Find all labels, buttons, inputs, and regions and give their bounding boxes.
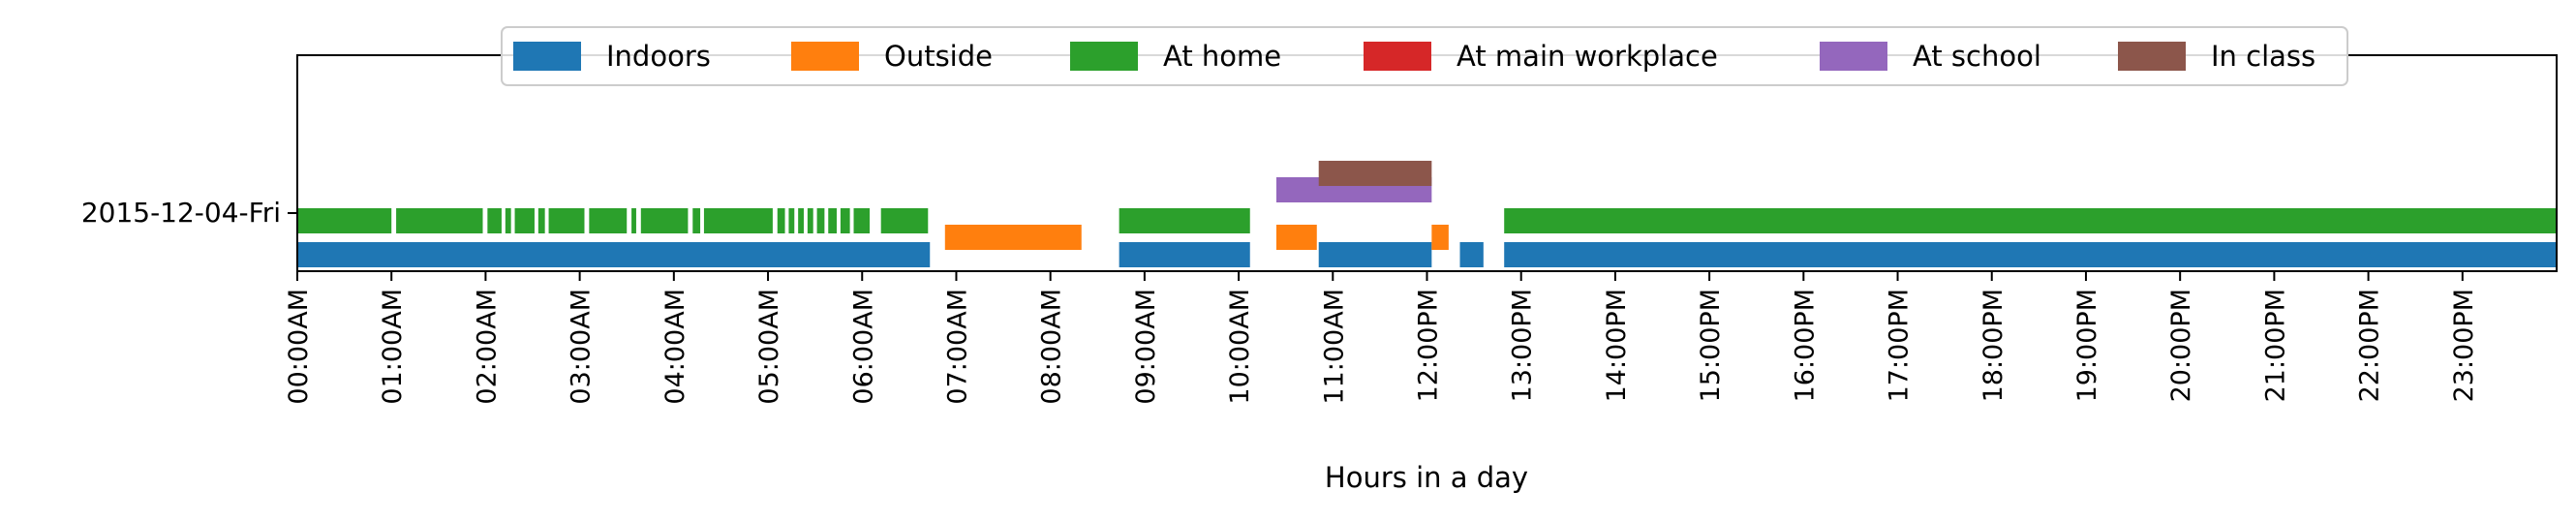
at-home-bar-22	[1504, 208, 2557, 233]
in-class-bar-0	[1318, 161, 1432, 186]
legend-swatch-in-class	[2118, 42, 2186, 71]
legend-swatch-indoors	[513, 42, 581, 71]
x-tick-label: 02:00AM	[472, 289, 502, 405]
at-home-bar-4	[514, 208, 535, 233]
at-home-bar-16	[816, 208, 825, 233]
legend-label-at-home: At home	[1163, 40, 1281, 73]
x-tick-label: 18:00PM	[1978, 289, 2009, 402]
legend-swatch-outside	[791, 42, 859, 71]
legend-label-outside: Outside	[884, 40, 993, 73]
at-home-bar-13	[788, 208, 795, 233]
indoors-bar-4	[1504, 242, 2557, 267]
indoors-bar-0	[297, 242, 931, 267]
at-home-bar-5	[537, 208, 545, 233]
x-tick-label: 10:00AM	[1225, 289, 1255, 405]
x-tick-label: 04:00AM	[660, 289, 690, 405]
x-tick-label: 22:00PM	[2355, 289, 2385, 402]
legend-label-at-main-workplace: At main workplace	[1457, 40, 1718, 73]
at-home-bar-10	[692, 208, 701, 233]
x-tick-label: 23:00PM	[2449, 289, 2479, 402]
at-home-bar-6	[548, 208, 585, 233]
at-home-bar-9	[640, 208, 689, 233]
indoors-bar-1	[1119, 242, 1250, 267]
outside-bar-2	[1431, 225, 1449, 250]
indoors-bar-3	[1459, 242, 1484, 267]
x-tick-label: 05:00AM	[754, 289, 784, 405]
indoors-bar-2	[1318, 242, 1432, 267]
x-tick-label: 21:00PM	[2260, 289, 2290, 402]
at-home-bar-7	[589, 208, 628, 233]
at-home-bar-20	[880, 208, 929, 233]
at-home-bar-21	[1119, 208, 1250, 233]
x-tick-label: 14:00PM	[1602, 289, 1632, 402]
at-home-bar-2	[487, 208, 502, 233]
x-tick-label: 07:00AM	[943, 289, 973, 405]
at-home-bar-14	[798, 208, 804, 233]
at-home-bar-15	[807, 208, 813, 233]
x-tick-label: 20:00PM	[2166, 289, 2196, 402]
timeline-bars	[297, 161, 2557, 267]
x-tick-label: 19:00PM	[2072, 289, 2102, 402]
outside-bar-1	[1275, 225, 1317, 250]
x-tick-label: 00:00AM	[284, 289, 314, 405]
x-axis-label: Hours in a day	[1325, 461, 1528, 494]
x-tick-label: 03:00AM	[567, 289, 597, 405]
x-tick-label: 12:00PM	[1414, 289, 1444, 402]
at-home-bar-8	[631, 208, 636, 233]
legend: Indoors Outside At home At main workplace At…	[501, 26, 2348, 86]
at-home-bar-0	[297, 208, 392, 233]
x-tick-label: 08:00AM	[1037, 289, 1067, 405]
at-home-bar-12	[777, 208, 785, 233]
legend-label-at-school: At school	[1913, 40, 2041, 73]
x-tick-label: 13:00PM	[1508, 289, 1538, 402]
legend-swatch-at-school	[1820, 42, 1887, 71]
row-label: 2015-12-04-Fri	[81, 197, 281, 229]
outside-bar-0	[944, 225, 1082, 250]
x-tick-label: 11:00AM	[1319, 289, 1349, 405]
legend-label-indoors: Indoors	[606, 40, 711, 73]
x-tick-label: 09:00AM	[1131, 289, 1161, 405]
at-home-bar-3	[505, 208, 511, 233]
x-tick-label: 01:00AM	[378, 289, 408, 405]
x-axis-ticks: 00:00AM 01:00AM 02:00AM 03:00AM 04:00AM 05:00…	[284, 271, 2479, 405]
at-home-bar-1	[396, 208, 483, 233]
at-home-bar-18	[840, 208, 850, 233]
legend-swatch-at-home	[1070, 42, 1138, 71]
x-tick-label: 06:00AM	[848, 289, 878, 405]
x-tick-label: 17:00PM	[1885, 289, 1915, 402]
at-home-bar-11	[703, 208, 773, 233]
at-home-bar-17	[828, 208, 837, 233]
legend-label-in-class: In class	[2211, 40, 2315, 73]
x-tick-label: 16:00PM	[1790, 289, 1820, 402]
x-tick-label: 15:00PM	[1696, 289, 1726, 402]
legend-swatch-at-main-workplace	[1364, 42, 1431, 71]
at-home-bar-19	[853, 208, 871, 233]
